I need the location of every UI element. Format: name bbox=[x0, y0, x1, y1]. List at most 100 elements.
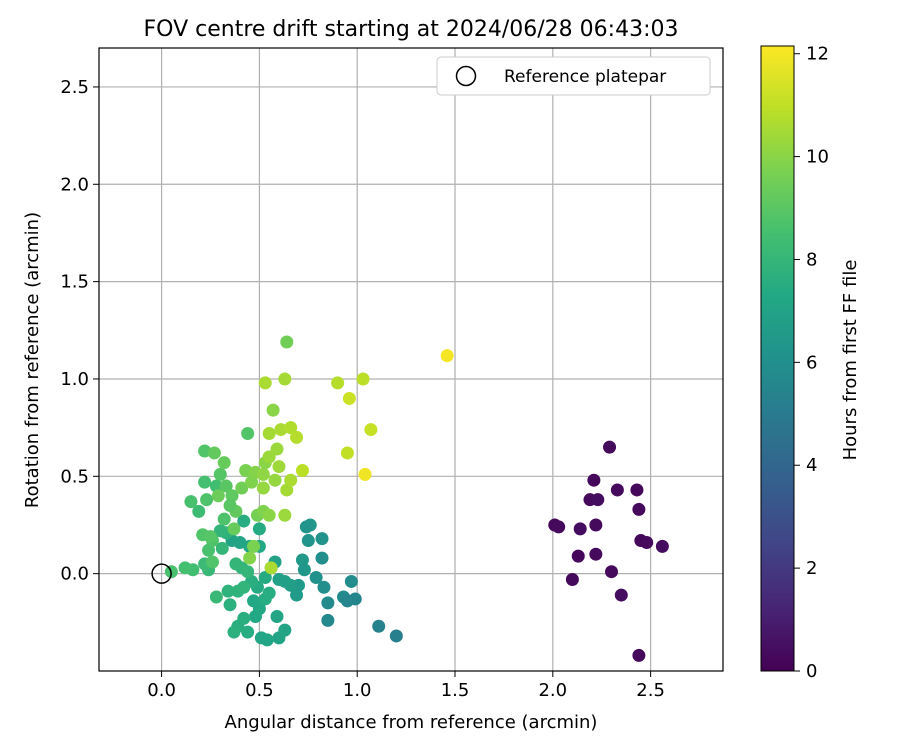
y-axis-label: Rotation from reference (arcmin) bbox=[22, 212, 43, 508]
y-tick-label: 1.0 bbox=[60, 369, 89, 390]
data-point bbox=[278, 372, 292, 386]
data-point bbox=[213, 467, 227, 481]
data-point bbox=[342, 391, 356, 405]
data-point bbox=[605, 565, 619, 579]
data-point bbox=[247, 594, 261, 608]
data-point bbox=[184, 495, 198, 509]
data-point bbox=[309, 571, 323, 585]
data-point bbox=[235, 481, 249, 495]
data-point bbox=[237, 580, 251, 594]
data-point bbox=[178, 561, 192, 575]
data-point bbox=[217, 456, 231, 470]
data-point bbox=[364, 423, 378, 437]
data-point bbox=[552, 520, 566, 534]
data-point bbox=[610, 483, 624, 497]
data-point bbox=[245, 475, 259, 489]
x-tick-label: 1.0 bbox=[343, 680, 372, 701]
data-point bbox=[344, 574, 358, 588]
data-point bbox=[221, 584, 235, 598]
grid-lines bbox=[99, 48, 723, 671]
data-point bbox=[280, 483, 294, 497]
data-point bbox=[573, 522, 587, 536]
data-point bbox=[565, 572, 579, 586]
data-point bbox=[219, 479, 233, 493]
colorbar-tick-label: 6 bbox=[806, 352, 817, 373]
data-point bbox=[254, 631, 268, 645]
x-axis-ticks: 0.0 0.5 1.0 1.5 2.0 2.5 bbox=[147, 671, 665, 701]
data-point bbox=[205, 555, 219, 569]
data-point bbox=[321, 596, 335, 610]
data-point bbox=[358, 467, 372, 481]
data-point bbox=[198, 475, 212, 489]
legend-box bbox=[436, 56, 711, 96]
data-point bbox=[203, 530, 217, 544]
colorbar-tick-label: 10 bbox=[806, 147, 829, 168]
data-point bbox=[278, 623, 292, 637]
data-point bbox=[227, 625, 241, 639]
x-tick-label: 0.5 bbox=[245, 680, 274, 701]
data-point bbox=[591, 493, 605, 507]
data-point bbox=[278, 574, 292, 588]
data-point bbox=[290, 588, 304, 602]
y-tick-label: 1.5 bbox=[60, 272, 89, 293]
data-point bbox=[192, 504, 206, 518]
data-point bbox=[202, 543, 216, 557]
data-point bbox=[225, 489, 239, 503]
data-point bbox=[262, 508, 276, 522]
data-point bbox=[258, 592, 272, 606]
colorbar-label: Hours from first FF file bbox=[840, 260, 861, 461]
data-point bbox=[284, 473, 298, 487]
data-point bbox=[223, 598, 237, 612]
y-tick-label: 0.5 bbox=[60, 466, 89, 487]
data-point bbox=[278, 508, 292, 522]
data-point bbox=[630, 483, 644, 497]
data-point bbox=[243, 551, 257, 565]
data-point bbox=[571, 549, 585, 563]
data-point bbox=[299, 520, 313, 534]
colorbar-tick-label: 8 bbox=[806, 249, 817, 270]
y-tick-label: 0.0 bbox=[60, 564, 89, 585]
data-point bbox=[209, 479, 223, 493]
legend-entry-label: Reference platepar bbox=[504, 67, 666, 87]
data-point bbox=[272, 460, 286, 474]
data-point bbox=[211, 489, 225, 503]
data-point bbox=[229, 557, 243, 571]
data-point bbox=[256, 481, 270, 495]
x-tick-label: 2.5 bbox=[636, 680, 665, 701]
data-point bbox=[233, 536, 247, 550]
x-tick-label: 2.0 bbox=[538, 680, 567, 701]
data-point bbox=[241, 625, 255, 639]
data-point bbox=[262, 450, 276, 464]
data-point bbox=[217, 512, 231, 526]
data-point bbox=[252, 522, 266, 536]
data-point bbox=[655, 539, 669, 553]
data-point bbox=[321, 613, 335, 627]
data-point bbox=[264, 561, 278, 575]
data-point bbox=[315, 532, 329, 546]
reference-marker bbox=[151, 563, 172, 584]
data-point bbox=[315, 551, 329, 565]
data-point bbox=[587, 473, 601, 487]
data-point bbox=[295, 463, 309, 477]
data-point bbox=[640, 536, 654, 550]
data-point bbox=[241, 565, 255, 579]
data-point bbox=[389, 629, 403, 643]
data-point bbox=[274, 423, 288, 437]
data-point bbox=[270, 609, 284, 623]
data-point bbox=[247, 539, 261, 553]
data-point bbox=[284, 421, 298, 435]
data-point bbox=[295, 553, 309, 567]
data-point bbox=[301, 534, 315, 548]
data-point bbox=[209, 590, 223, 604]
data-point bbox=[372, 619, 386, 633]
y-tick-label: 2.0 bbox=[60, 174, 89, 195]
data-point bbox=[589, 518, 603, 532]
colorbar-tick-label: 2 bbox=[806, 558, 817, 579]
x-tick-label: 0.0 bbox=[147, 680, 176, 701]
colorbar-tick-label: 12 bbox=[806, 44, 829, 65]
y-tick-label: 2.5 bbox=[60, 77, 89, 98]
data-point bbox=[223, 499, 237, 513]
data-point bbox=[266, 403, 280, 417]
chart-title: FOV centre drift starting at 2024/06/28 … bbox=[144, 17, 679, 42]
colorbar bbox=[760, 45, 795, 672]
